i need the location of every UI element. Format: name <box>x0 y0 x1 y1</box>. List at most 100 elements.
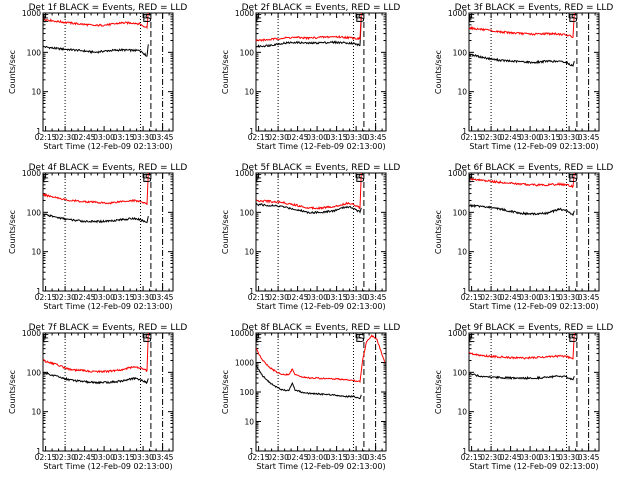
y-tick-label: 100 <box>240 388 255 397</box>
x-tick-label: 02:30 <box>267 293 289 302</box>
y-tick-label: 10 <box>31 248 41 257</box>
x-tick-label: 03:45 <box>152 133 174 142</box>
x-tick-label: 03:45 <box>152 453 174 462</box>
annotation-s: S <box>358 12 365 25</box>
annotation-e: E <box>142 172 149 185</box>
x-tick-label: 02:45 <box>287 453 309 462</box>
annotation-e: E <box>468 172 475 185</box>
y-tick-label: 1 <box>36 447 41 456</box>
annotation-s: S <box>571 172 578 185</box>
annotation-s: S <box>145 332 152 345</box>
x-tick-label: 02:15 <box>248 293 270 302</box>
x-tick-label: 03:00 <box>306 293 328 302</box>
x-tick-label: 02:45 <box>74 293 96 302</box>
panel-det-5: Det 5f BLACK = Events, RED = LLD 1 10 100 10… <box>221 163 400 311</box>
y-tick-label: 1 <box>36 127 41 136</box>
plot-frame <box>255 12 387 132</box>
plot-frame <box>42 12 174 132</box>
annotation-e: E <box>255 12 262 25</box>
y-tick-label: 10 <box>31 88 41 97</box>
y-tick-label: 10 <box>457 408 467 417</box>
x-tick-label: 02:15 <box>461 133 483 142</box>
plot-frame <box>468 12 600 132</box>
y-tick-label: 1000 <box>22 9 41 18</box>
panel-det-6: Det 6f BLACK = Events, RED = LLD 1 10 100 10… <box>434 163 613 311</box>
series-line-black <box>468 372 575 381</box>
y-axis-label: Counts/sec <box>221 370 230 414</box>
x-axis-label: Start Time (12-Feb-09 02:13:00) <box>256 142 385 151</box>
y-tick-label: 100 <box>453 208 468 217</box>
annotation-s: S <box>571 332 578 345</box>
x-tick-label: 03:45 <box>578 453 600 462</box>
annotation-e: E <box>42 332 49 345</box>
x-axis-label: Start Time (12-Feb-09 02:13:00) <box>469 142 598 151</box>
x-tick-label: 03:15 <box>539 133 561 142</box>
series-line-black <box>42 213 149 224</box>
x-tick-label: 03:00 <box>306 133 328 142</box>
annotation-s: S <box>358 332 365 345</box>
y-axis-label: Counts/sec <box>8 370 17 414</box>
x-tick-label: 03:00 <box>519 293 541 302</box>
x-tick-label: 03:15 <box>113 453 135 462</box>
x-tick-label: 03:30 <box>558 453 580 462</box>
x-tick-label: 03:00 <box>93 453 115 462</box>
y-tick-label: 10 <box>244 418 254 427</box>
y-tick-label: 100 <box>240 208 255 217</box>
x-tick-label: 02:45 <box>500 453 522 462</box>
y-tick-label: 1000 <box>448 329 467 338</box>
x-axis-label: Start Time (12-Feb-09 02:13:00) <box>256 302 385 311</box>
x-tick-label: 02:45 <box>500 293 522 302</box>
x-tick-label: 03:45 <box>365 293 387 302</box>
annotation-e: E <box>142 12 149 25</box>
series-line-black <box>255 202 362 215</box>
annotation-e: E <box>568 172 575 185</box>
plot-frame <box>468 332 600 452</box>
y-tick-label: 1 <box>249 447 254 456</box>
x-tick-label: 03:30 <box>345 293 367 302</box>
y-tick-label: 1000 <box>235 9 254 18</box>
x-tick-label: 03:00 <box>519 453 541 462</box>
x-tick-label: 02:45 <box>74 133 96 142</box>
x-tick-label: 03:30 <box>132 453 154 462</box>
panel-det-3: Det 3f BLACK = Events, RED = LLD 1 10 100 10… <box>434 3 613 151</box>
annotation-e: E <box>568 12 575 25</box>
y-tick-label: 1000 <box>22 169 41 178</box>
panel-title: Det 9f BLACK = Events, RED = LLD <box>455 323 614 333</box>
plot-frame <box>255 172 387 292</box>
annotation-e: E <box>255 332 262 345</box>
x-tick-label: 03:15 <box>539 453 561 462</box>
y-tick-label: 1000 <box>235 359 254 368</box>
panel-title: Det 6f BLACK = Events, RED = LLD <box>455 163 614 173</box>
x-tick-label: 02:45 <box>74 453 96 462</box>
annotation-e: E <box>42 12 49 25</box>
panel-det-9: Det 9f BLACK = Events, RED = LLD 1 10 100 10… <box>434 323 613 471</box>
x-tick-label: 03:30 <box>345 453 367 462</box>
plot-frame <box>42 332 174 452</box>
annotation-s: S <box>145 172 152 185</box>
series-line-black <box>255 365 362 400</box>
x-tick-label: 02:45 <box>500 133 522 142</box>
x-tick-label: 03:45 <box>365 133 387 142</box>
series-line-black <box>468 53 575 67</box>
x-axis-label: Start Time (12-Feb-09 02:13:00) <box>43 462 172 471</box>
x-tick-label: 02:30 <box>54 293 76 302</box>
series-line-black <box>255 16 362 49</box>
y-axis-label: Counts/sec <box>221 210 230 254</box>
series-line-red <box>255 334 386 384</box>
x-tick-label: 03:15 <box>326 453 348 462</box>
series-line-red <box>42 172 149 206</box>
panel-title: Det 7f BLACK = Events, RED = LLD <box>29 323 188 333</box>
x-tick-label: 03:45 <box>152 293 174 302</box>
panel-title: Det 2f BLACK = Events, RED = LLD <box>242 3 401 13</box>
annotation-e: E <box>568 332 575 345</box>
x-tick-label: 03:00 <box>519 133 541 142</box>
panel-title: Det 3f BLACK = Events, RED = LLD <box>455 3 614 13</box>
annotation-e: E <box>468 332 475 345</box>
y-tick-label: 1000 <box>22 329 41 338</box>
x-tick-label: 03:15 <box>326 293 348 302</box>
x-tick-label: 03:15 <box>326 133 348 142</box>
x-tick-label: 03:30 <box>558 293 580 302</box>
panel-title: Det 1f BLACK = Events, RED = LLD <box>29 3 188 13</box>
x-tick-label: 02:45 <box>287 133 309 142</box>
annotation-s: S <box>145 12 152 25</box>
